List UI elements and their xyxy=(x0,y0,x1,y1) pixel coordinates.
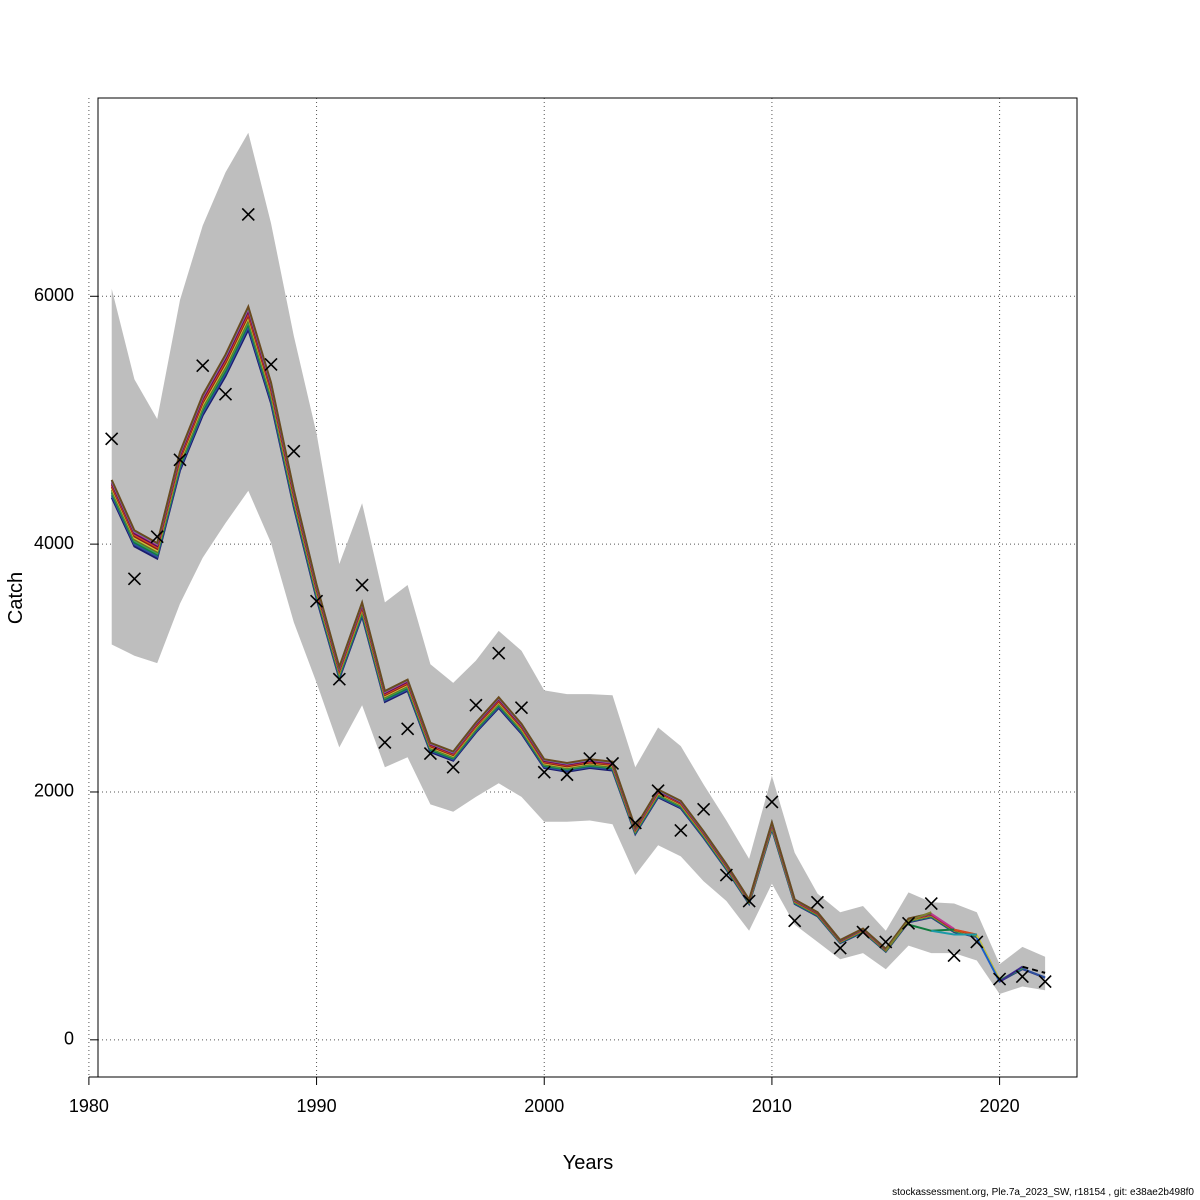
observed-point-2012 xyxy=(810,895,825,909)
observed-point-2016 xyxy=(901,916,916,930)
x-tick-label-1980: 1980 xyxy=(69,1096,109,1116)
y-tick-label-2000: 2000 xyxy=(34,781,74,801)
observed-point-2001 xyxy=(560,768,574,782)
x-tick-label-1990: 1990 xyxy=(297,1096,337,1116)
observed-point-1985 xyxy=(196,359,210,373)
observed-point-2000 xyxy=(537,765,551,779)
y-tick-label-6000: 6000 xyxy=(34,285,74,305)
observed-point-1991 xyxy=(332,672,346,686)
observed-point-1982 xyxy=(127,572,141,586)
x-tick-label-2000: 2000 xyxy=(524,1096,564,1116)
observed-point-2004 xyxy=(628,816,642,830)
observed-point-1992 xyxy=(355,578,369,592)
y-axis-title: Catch xyxy=(5,572,27,624)
observed-point-1988 xyxy=(264,357,278,372)
observed-point-2018 xyxy=(947,948,961,963)
observed-point-1981 xyxy=(105,432,119,446)
axes: 1980 1990 2000 2010 2020 0 2000 4000 6000 xyxy=(34,285,1020,1116)
observed-point-2008 xyxy=(719,868,733,882)
observed-point-2020 xyxy=(993,972,1007,986)
observed-point-1994 xyxy=(401,722,415,736)
observed-point-2014 xyxy=(856,925,870,939)
observed-point-1986 xyxy=(218,387,233,401)
observed-point-2015 xyxy=(879,935,893,949)
observed-point-2007 xyxy=(697,802,711,816)
observed-point-1983 xyxy=(150,530,164,544)
retrospective-peels xyxy=(885,911,1046,983)
x-axis-title: Years xyxy=(563,1152,613,1174)
observed-points xyxy=(105,207,1052,989)
x-tick-label-2020: 2020 xyxy=(980,1096,1020,1116)
observed-point-2002 xyxy=(583,751,597,766)
observed-point-2003 xyxy=(605,756,620,771)
observed-point-2005 xyxy=(651,784,665,798)
observed-point-1996 xyxy=(446,760,460,774)
observed-point-1987 xyxy=(241,207,255,222)
observed-point-1989 xyxy=(287,444,301,458)
confidence-band xyxy=(111,132,1046,994)
observed-point-2010 xyxy=(765,795,779,809)
observed-point-1993 xyxy=(378,735,392,749)
observed-point-2011 xyxy=(788,914,802,928)
peel-line-3 xyxy=(931,929,977,936)
observed-point-2017 xyxy=(924,896,938,911)
observed-point-2022 xyxy=(1038,975,1052,989)
peel-line-5 xyxy=(999,965,1023,983)
observed-point-2013 xyxy=(833,941,847,955)
observed-point-1990 xyxy=(310,594,324,608)
observed-point-1999 xyxy=(514,701,529,715)
peel-line-1 xyxy=(885,911,932,952)
footer-credit: stockassessment.org, Ple.7a_2023_SW, r18… xyxy=(892,1187,1194,1198)
retrospective-lines xyxy=(110,303,1046,983)
observed-point-1995 xyxy=(423,746,437,761)
retro-line-12 xyxy=(110,303,932,951)
observed-point-2009 xyxy=(742,894,756,908)
observed-point-1997 xyxy=(469,698,483,712)
confidence-band-area xyxy=(111,132,1046,994)
observed-point-1984 xyxy=(173,453,187,467)
x-tick-label-2010: 2010 xyxy=(752,1096,792,1116)
y-tick-label-4000: 4000 xyxy=(34,533,74,553)
observed-point-2021 xyxy=(1015,970,1029,984)
observed-point-1998 xyxy=(492,646,506,660)
observed-point-2019 xyxy=(970,935,984,949)
peel-line-6 xyxy=(1022,965,1046,974)
y-tick-label-0: 0 xyxy=(64,1029,74,1049)
observed-point-2006 xyxy=(674,823,688,837)
